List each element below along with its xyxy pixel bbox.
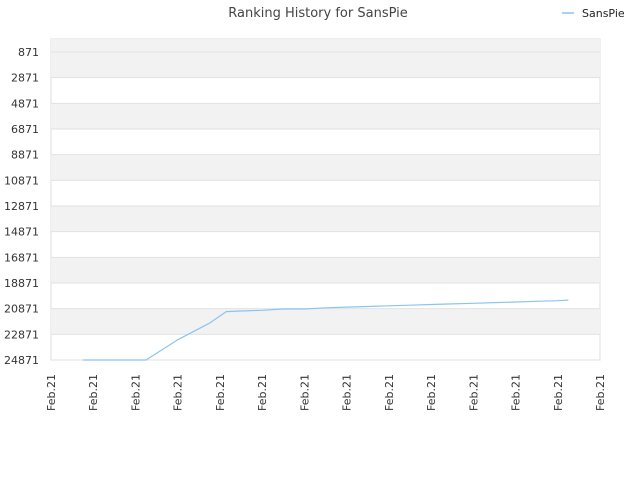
plot-area [50,38,601,361]
x-tick-label: Feb.21 [45,374,58,411]
y-tick-label: 8871 [11,149,39,162]
plot-band [51,257,600,283]
y-axis-ticks: 871 2871 4871 6871 8871 10871 12871 14871 16871 1… [4,46,39,367]
y-tick-label: 20871 [4,303,39,316]
plot-bands [50,38,601,361]
x-tick-label: Feb.21 [87,374,100,411]
legend-label-sanspie: SansPie [582,7,625,20]
legend[interactable]: SansPie [562,7,625,20]
y-tick-label: 18871 [4,277,39,290]
x-tick-label: Feb.21 [552,374,565,411]
x-tick-label: Feb.21 [383,374,396,411]
y-tick-label: 6871 [11,123,39,136]
x-tick-label: Feb.21 [467,374,480,411]
y-tick-label: 16871 [4,251,39,264]
x-tick-label: Feb.21 [510,374,523,411]
y-tick-label: 12871 [4,200,39,213]
x-tick-label: Feb.21 [298,374,311,411]
series-line-sanspie [82,299,569,361]
plot-band [51,206,600,232]
x-tick-label: Feb.21 [129,374,142,411]
x-tick-label: Feb.21 [214,374,227,411]
series-lines [82,299,569,361]
x-tick-label: Feb.21 [256,374,269,411]
plot-band [51,39,600,78]
x-axis-ticks: Feb.21 Feb.21 Feb.21 Feb.21 Feb.21 Feb.21 Feb.… [45,374,607,411]
plot-band [51,308,600,335]
y-tick-label: 4871 [11,97,39,110]
x-tick-label: Feb.21 [425,374,438,411]
y-tick-label: 24871 [4,354,39,367]
y-tick-label: 22871 [4,328,39,341]
plot-band [51,103,600,129]
x-tick-label: Feb.21 [172,374,185,411]
y-tick-label: 10871 [4,174,39,187]
plot-band [51,154,600,181]
y-tick-label: 871 [18,46,39,59]
y-tick-label: 14871 [4,226,39,239]
x-tick-label: Feb.21 [341,374,354,411]
x-tick-label: Feb.21 [594,374,607,411]
chart-title: Ranking History for SansPie [228,6,408,21]
y-tick-label: 2871 [11,72,39,85]
